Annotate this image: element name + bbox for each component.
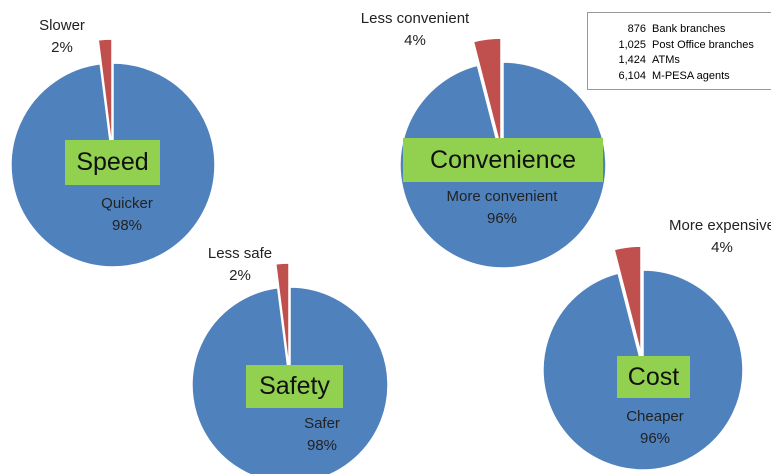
pie-slice (613, 245, 642, 355)
pie-slice (399, 61, 607, 269)
pie-title: Convenience (403, 138, 603, 182)
slice-value: 98% (306, 437, 338, 454)
pie-slice (274, 262, 290, 370)
slice-label: More convenient 96% (442, 186, 562, 230)
info-text: ATMs (652, 54, 680, 66)
pie-slice (97, 38, 113, 150)
slice-category: Safer (304, 415, 340, 432)
slice-label: Slower 2% (12, 15, 112, 59)
slice-category: More convenient (446, 188, 558, 205)
slice-label: More expensive 4% (662, 215, 771, 259)
info-number: 6,104 (618, 69, 646, 82)
info-number: 1,424 (618, 54, 646, 66)
slice-category: Slower (39, 17, 85, 34)
info-text: Post Office branches (652, 38, 754, 51)
slice-value: 4% (404, 32, 426, 49)
pie-title: Speed (65, 140, 160, 185)
slice-label: Safer 98% (272, 413, 372, 457)
slice-label: Quicker 98% (77, 193, 177, 237)
slice-label: Less convenient 4% (355, 8, 475, 52)
slice-category: Less convenient (360, 10, 470, 27)
info-row: 1,424 ATMs (588, 54, 771, 69)
slice-label: Less safe 2% (190, 243, 290, 287)
slice-category: More expensive (669, 217, 771, 234)
slice-value: 2% (229, 267, 251, 284)
info-row: 1,025 Post Office branches (588, 39, 771, 54)
info-box: 876 Bank branches 1,025 Post Office branche… (587, 12, 771, 90)
slice-label: Cheaper 96% (605, 406, 705, 450)
pie-slice (472, 37, 502, 150)
info-text: M-PESA agents (652, 69, 730, 82)
info-number: 876 (627, 23, 646, 35)
info-row: 6,104 M-PESA agents (588, 70, 771, 85)
slice-value: 96% (639, 430, 671, 447)
slice-value: 4% (711, 239, 733, 256)
pie-title: Cost (617, 356, 690, 398)
pie-title: Safety (246, 365, 343, 408)
info-number: 1,025 (618, 38, 646, 51)
slice-category: Quicker (101, 195, 153, 212)
slice-category: Cheaper (626, 408, 684, 425)
slice-category: Less safe (207, 245, 273, 262)
slice-value: 2% (51, 39, 73, 56)
slice-value: 98% (111, 217, 143, 234)
info-text: Bank branches (652, 23, 726, 35)
slice-value: 96% (486, 210, 518, 227)
info-row: 876 Bank branches (588, 23, 771, 38)
